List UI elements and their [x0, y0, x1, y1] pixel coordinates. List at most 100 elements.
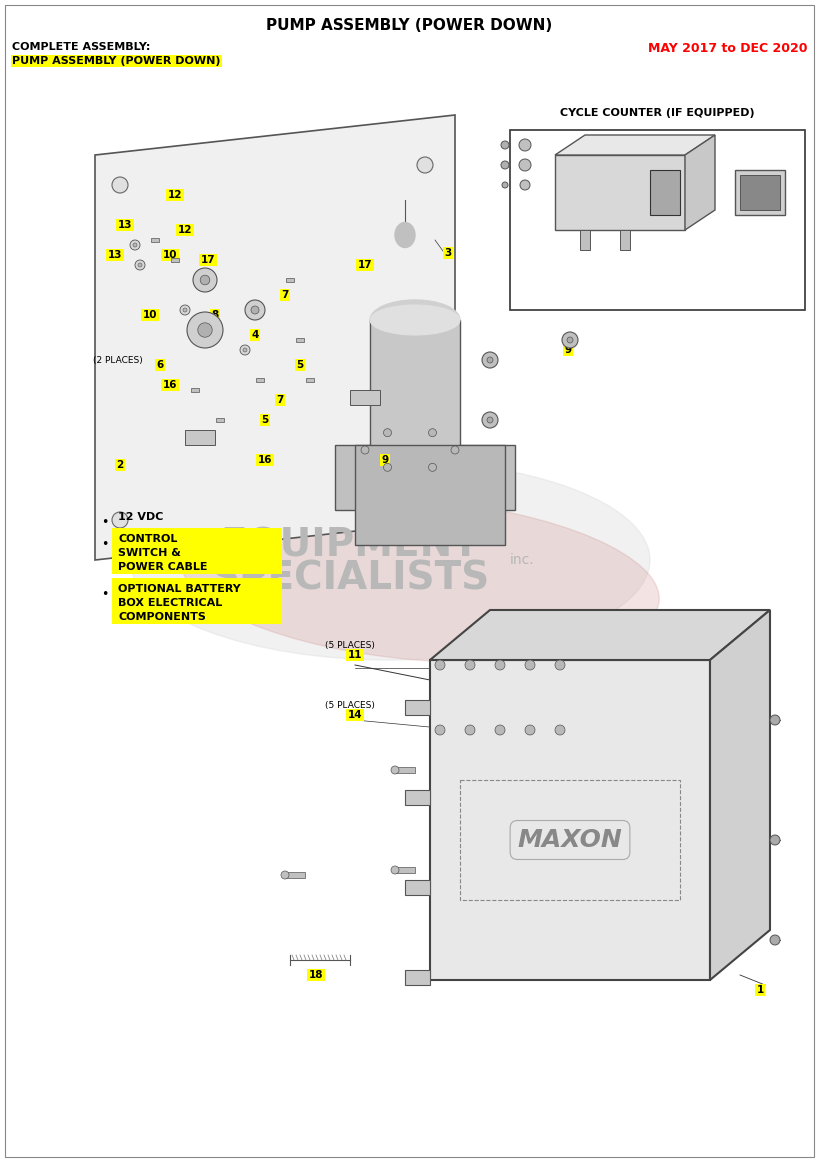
Text: PUMP ASSEMBLY (POWER DOWN): PUMP ASSEMBLY (POWER DOWN) — [12, 56, 220, 66]
Circle shape — [495, 725, 505, 736]
Text: •: • — [102, 538, 109, 551]
Circle shape — [361, 446, 369, 454]
Circle shape — [770, 835, 780, 845]
Bar — [395, 767, 415, 773]
Bar — [285, 872, 305, 878]
Circle shape — [555, 660, 565, 670]
Text: 24: 24 — [582, 170, 597, 180]
Text: OPTIONAL BATTERY: OPTIONAL BATTERY — [118, 584, 241, 594]
Bar — [510, 130, 805, 310]
Ellipse shape — [370, 304, 460, 335]
Circle shape — [465, 725, 475, 736]
Bar — [735, 170, 785, 215]
Text: 10: 10 — [163, 250, 177, 260]
Text: 5: 5 — [261, 415, 269, 425]
Text: (5 PLACES): (5 PLACES) — [325, 701, 375, 710]
Circle shape — [482, 413, 498, 428]
Text: 12: 12 — [178, 225, 192, 235]
Text: 3: 3 — [445, 248, 451, 258]
Circle shape — [428, 429, 437, 437]
Text: COMPLETE ASSEMBLY:: COMPLETE ASSEMBLY: — [12, 42, 151, 52]
Circle shape — [130, 241, 140, 250]
Bar — [185, 430, 215, 445]
Circle shape — [487, 357, 493, 363]
Circle shape — [183, 308, 187, 313]
Circle shape — [519, 139, 531, 151]
Text: SWITCH &: SWITCH & — [118, 548, 181, 558]
Circle shape — [770, 935, 780, 945]
Bar — [740, 175, 780, 210]
Bar — [405, 700, 430, 715]
Circle shape — [428, 464, 437, 472]
Text: PUMP ASSEMBLY (POWER DOWN): PUMP ASSEMBLY (POWER DOWN) — [266, 17, 552, 33]
Circle shape — [112, 512, 128, 528]
Bar — [151, 238, 159, 242]
Text: 9: 9 — [564, 345, 572, 356]
Text: 20: 20 — [672, 185, 687, 195]
Text: 24: 24 — [541, 210, 555, 220]
Circle shape — [417, 487, 433, 503]
Bar — [580, 230, 590, 250]
Polygon shape — [335, 445, 515, 510]
Bar — [171, 258, 179, 261]
Polygon shape — [95, 115, 455, 560]
Text: 17: 17 — [358, 260, 373, 270]
Circle shape — [133, 243, 137, 248]
Circle shape — [501, 141, 509, 149]
Text: 22: 22 — [613, 250, 627, 260]
Text: 12: 12 — [168, 191, 183, 200]
Polygon shape — [430, 610, 770, 660]
Text: 23: 23 — [743, 275, 758, 285]
Circle shape — [567, 337, 573, 343]
Ellipse shape — [181, 497, 659, 662]
Circle shape — [251, 306, 259, 314]
Circle shape — [519, 159, 531, 171]
Circle shape — [198, 323, 212, 337]
Text: 19: 19 — [658, 250, 672, 260]
Text: (5 PLACES): (5 PLACES) — [325, 641, 375, 650]
Bar — [460, 780, 680, 901]
Text: 1: 1 — [757, 985, 763, 995]
Polygon shape — [710, 610, 770, 980]
Circle shape — [562, 332, 578, 347]
Text: 11: 11 — [348, 650, 362, 660]
Text: 8: 8 — [211, 310, 219, 320]
Ellipse shape — [370, 300, 460, 340]
Text: 4: 4 — [251, 330, 259, 340]
Circle shape — [555, 725, 565, 736]
Text: EQUIPMENT: EQUIPMENT — [220, 526, 479, 564]
Text: •: • — [102, 588, 109, 601]
Text: 12 VDC: 12 VDC — [118, 512, 163, 522]
Text: 13: 13 — [108, 250, 122, 260]
Text: 7: 7 — [281, 290, 288, 300]
Bar — [355, 445, 505, 545]
Circle shape — [383, 464, 391, 472]
Circle shape — [487, 417, 493, 423]
Text: 5: 5 — [296, 360, 304, 370]
Circle shape — [502, 182, 508, 188]
Circle shape — [243, 347, 247, 352]
Circle shape — [245, 300, 265, 320]
Bar — [395, 867, 415, 873]
Text: COMPONENTS: COMPONENTS — [118, 612, 206, 622]
Text: 13: 13 — [118, 220, 132, 230]
Ellipse shape — [395, 222, 415, 248]
Circle shape — [465, 660, 475, 670]
Bar — [405, 880, 430, 895]
Circle shape — [435, 725, 445, 736]
Text: •: • — [102, 516, 109, 529]
Text: 25: 25 — [618, 150, 632, 160]
Text: POWER CABLE: POWER CABLE — [118, 562, 207, 572]
Circle shape — [417, 157, 433, 173]
Text: BOX ELECTRICAL: BOX ELECTRICAL — [118, 598, 222, 608]
Circle shape — [501, 162, 509, 168]
Bar — [256, 378, 264, 382]
Circle shape — [240, 345, 250, 356]
Text: CYCLE COUNTER (IF EQUIPPED): CYCLE COUNTER (IF EQUIPPED) — [559, 108, 754, 119]
Circle shape — [391, 866, 399, 874]
Circle shape — [525, 660, 535, 670]
Bar — [405, 790, 430, 805]
Circle shape — [391, 766, 399, 774]
Circle shape — [193, 268, 217, 292]
Circle shape — [200, 275, 210, 285]
